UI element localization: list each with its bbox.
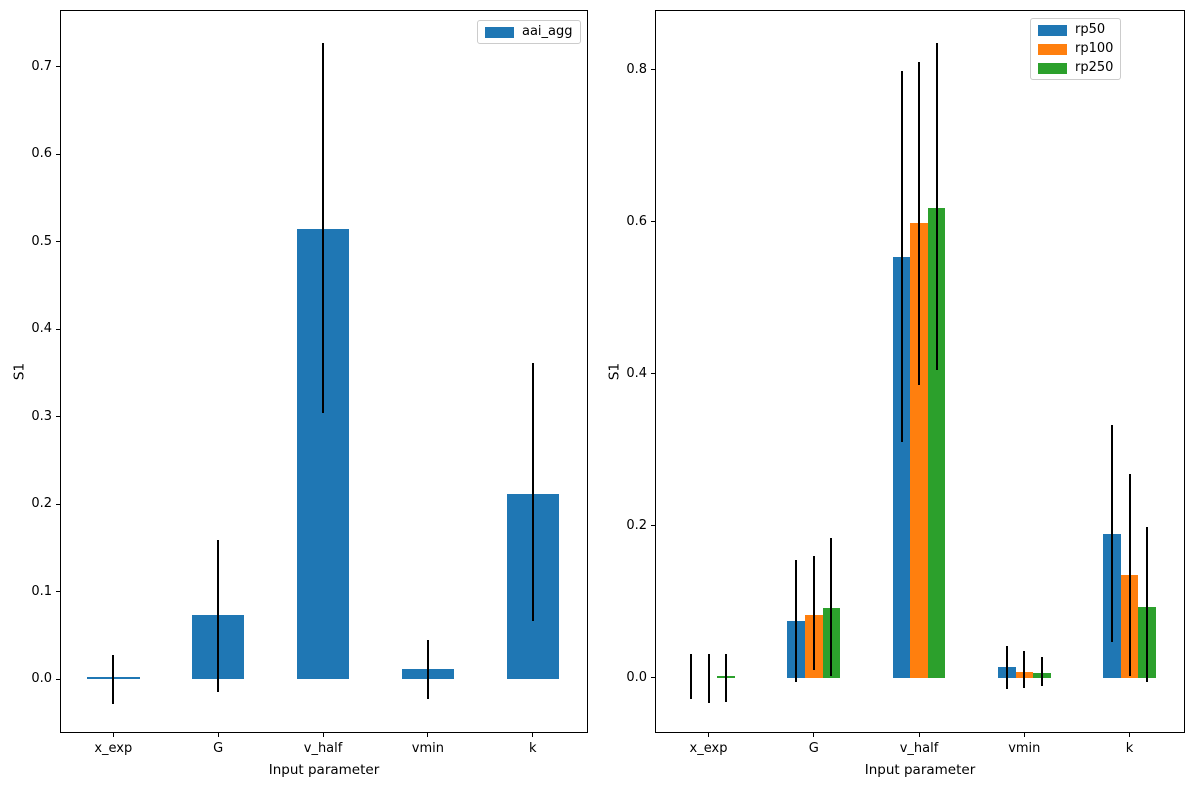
x-tick-label: k — [529, 741, 537, 756]
error-bar-rp100-v_half — [918, 62, 921, 385]
spine-top — [655, 10, 1185, 11]
error-bar-rp50-v_half — [900, 70, 903, 442]
error-bar-rp50-vmin — [1005, 646, 1008, 690]
y-tick-label: 0.6 — [31, 146, 52, 162]
x-tick-label: G — [808, 741, 819, 756]
legend-swatch-aai_agg — [485, 26, 514, 38]
y-axis-label: S1 — [11, 362, 28, 380]
error-bar-rp250-k — [1146, 527, 1149, 682]
error-bar-rp100-vmin — [1023, 650, 1026, 688]
error-bar-rp250-v_half — [935, 43, 938, 371]
x-tick-label: v_half — [899, 741, 939, 756]
y-tick — [56, 328, 60, 330]
y-axis-label: S1 — [606, 362, 623, 380]
error-bar-aai_agg-vmin — [426, 639, 429, 700]
legend-item: aai_agg — [485, 24, 573, 40]
legend-swatch-rp50 — [1038, 24, 1067, 36]
x-tick — [217, 733, 219, 737]
bar-rp250-v_half — [927, 207, 946, 678]
error-bar-rp250-G — [830, 538, 833, 677]
bar-rp50-v_half — [892, 256, 911, 678]
error-bar-rp100-x_exp — [707, 654, 710, 704]
x-tick-label: v_half — [303, 741, 343, 756]
x-axis-label: Input parameter — [268, 762, 380, 778]
y-tick — [56, 503, 60, 505]
error-bar-aai_agg-k — [531, 363, 534, 622]
error-bar-rp50-G — [795, 560, 798, 682]
legend-label-rp50: rp50 — [1075, 22, 1106, 37]
x-tick-label: vmin — [411, 741, 445, 756]
y-tick — [651, 373, 655, 375]
legend-swatch-rp100 — [1038, 43, 1067, 55]
legend-label-rp100: rp100 — [1075, 41, 1114, 56]
error-bar-aai_agg-G — [217, 539, 220, 693]
error-bar-rp250-x_exp — [725, 654, 728, 702]
y-tick — [56, 416, 60, 418]
spine-bottom — [60, 732, 588, 733]
x-tick — [813, 733, 815, 737]
y-tick — [56, 153, 60, 155]
legend-label-aai_agg: aai_agg — [522, 24, 573, 39]
x-axis-label: Input parameter — [864, 762, 976, 778]
x-tick — [112, 733, 114, 737]
legend-label-rp250: rp250 — [1075, 60, 1114, 75]
x-tick — [427, 733, 429, 737]
legend: rp50 rp100 rp250 — [1030, 18, 1122, 80]
x-tick-label: x_exp — [689, 741, 728, 756]
legend: aai_agg — [477, 20, 581, 44]
y-tick — [56, 591, 60, 593]
x-tick — [1023, 733, 1025, 737]
y-tick-label: 0.7 — [31, 58, 52, 74]
x-tick — [1129, 733, 1131, 737]
x-tick — [918, 733, 920, 737]
spine-top — [60, 10, 588, 11]
spine-bottom — [655, 732, 1185, 733]
y-tick-label: 0.4 — [626, 365, 647, 381]
y-tick-label: 0.8 — [626, 61, 647, 77]
y-tick — [651, 221, 655, 223]
x-tick-label: G — [213, 741, 224, 756]
x-tick — [322, 733, 324, 737]
spine-left — [60, 10, 61, 733]
y-tick-label: 0.2 — [626, 517, 647, 533]
x-tick-label: vmin — [1008, 741, 1041, 756]
y-tick — [651, 677, 655, 679]
x-tick — [532, 733, 534, 737]
error-bar-rp50-k — [1111, 424, 1114, 643]
y-tick — [56, 66, 60, 68]
y-tick-label: 0.6 — [626, 213, 647, 229]
error-bar-rp250-vmin — [1040, 656, 1043, 687]
legend-item: rp50 — [1038, 22, 1113, 38]
error-bar-rp50-x_exp — [689, 654, 692, 700]
y-tick — [651, 525, 655, 527]
bar-rp100-v_half — [910, 223, 928, 678]
error-bar-aai_agg-v_half — [322, 43, 325, 414]
y-tick-label: 0.5 — [31, 233, 52, 249]
x-tick-label: k — [1125, 741, 1134, 756]
y-tick — [56, 678, 60, 680]
y-tick-label: 0.4 — [31, 321, 52, 337]
spine-left — [655, 10, 656, 733]
y-tick-label: 0.2 — [31, 496, 52, 512]
legend-item: rp100 — [1038, 41, 1113, 57]
x-tick-label: x_exp — [94, 741, 133, 756]
spine-right — [1184, 10, 1185, 733]
legend-swatch-rp250 — [1038, 62, 1067, 74]
error-bar-rp100-G — [812, 555, 815, 670]
x-tick — [708, 733, 710, 737]
error-bar-aai_agg-x_exp — [112, 655, 115, 705]
spine-right — [587, 10, 588, 733]
y-tick — [651, 69, 655, 71]
legend-item: rp250 — [1038, 60, 1113, 76]
y-tick-label: 0.0 — [626, 669, 647, 685]
y-tick-label: 0.3 — [31, 408, 52, 424]
y-tick — [56, 241, 60, 243]
y-tick-label: 0.1 — [31, 583, 52, 599]
error-bar-rp100-k — [1128, 474, 1131, 677]
y-tick-label: 0.0 — [31, 671, 52, 687]
